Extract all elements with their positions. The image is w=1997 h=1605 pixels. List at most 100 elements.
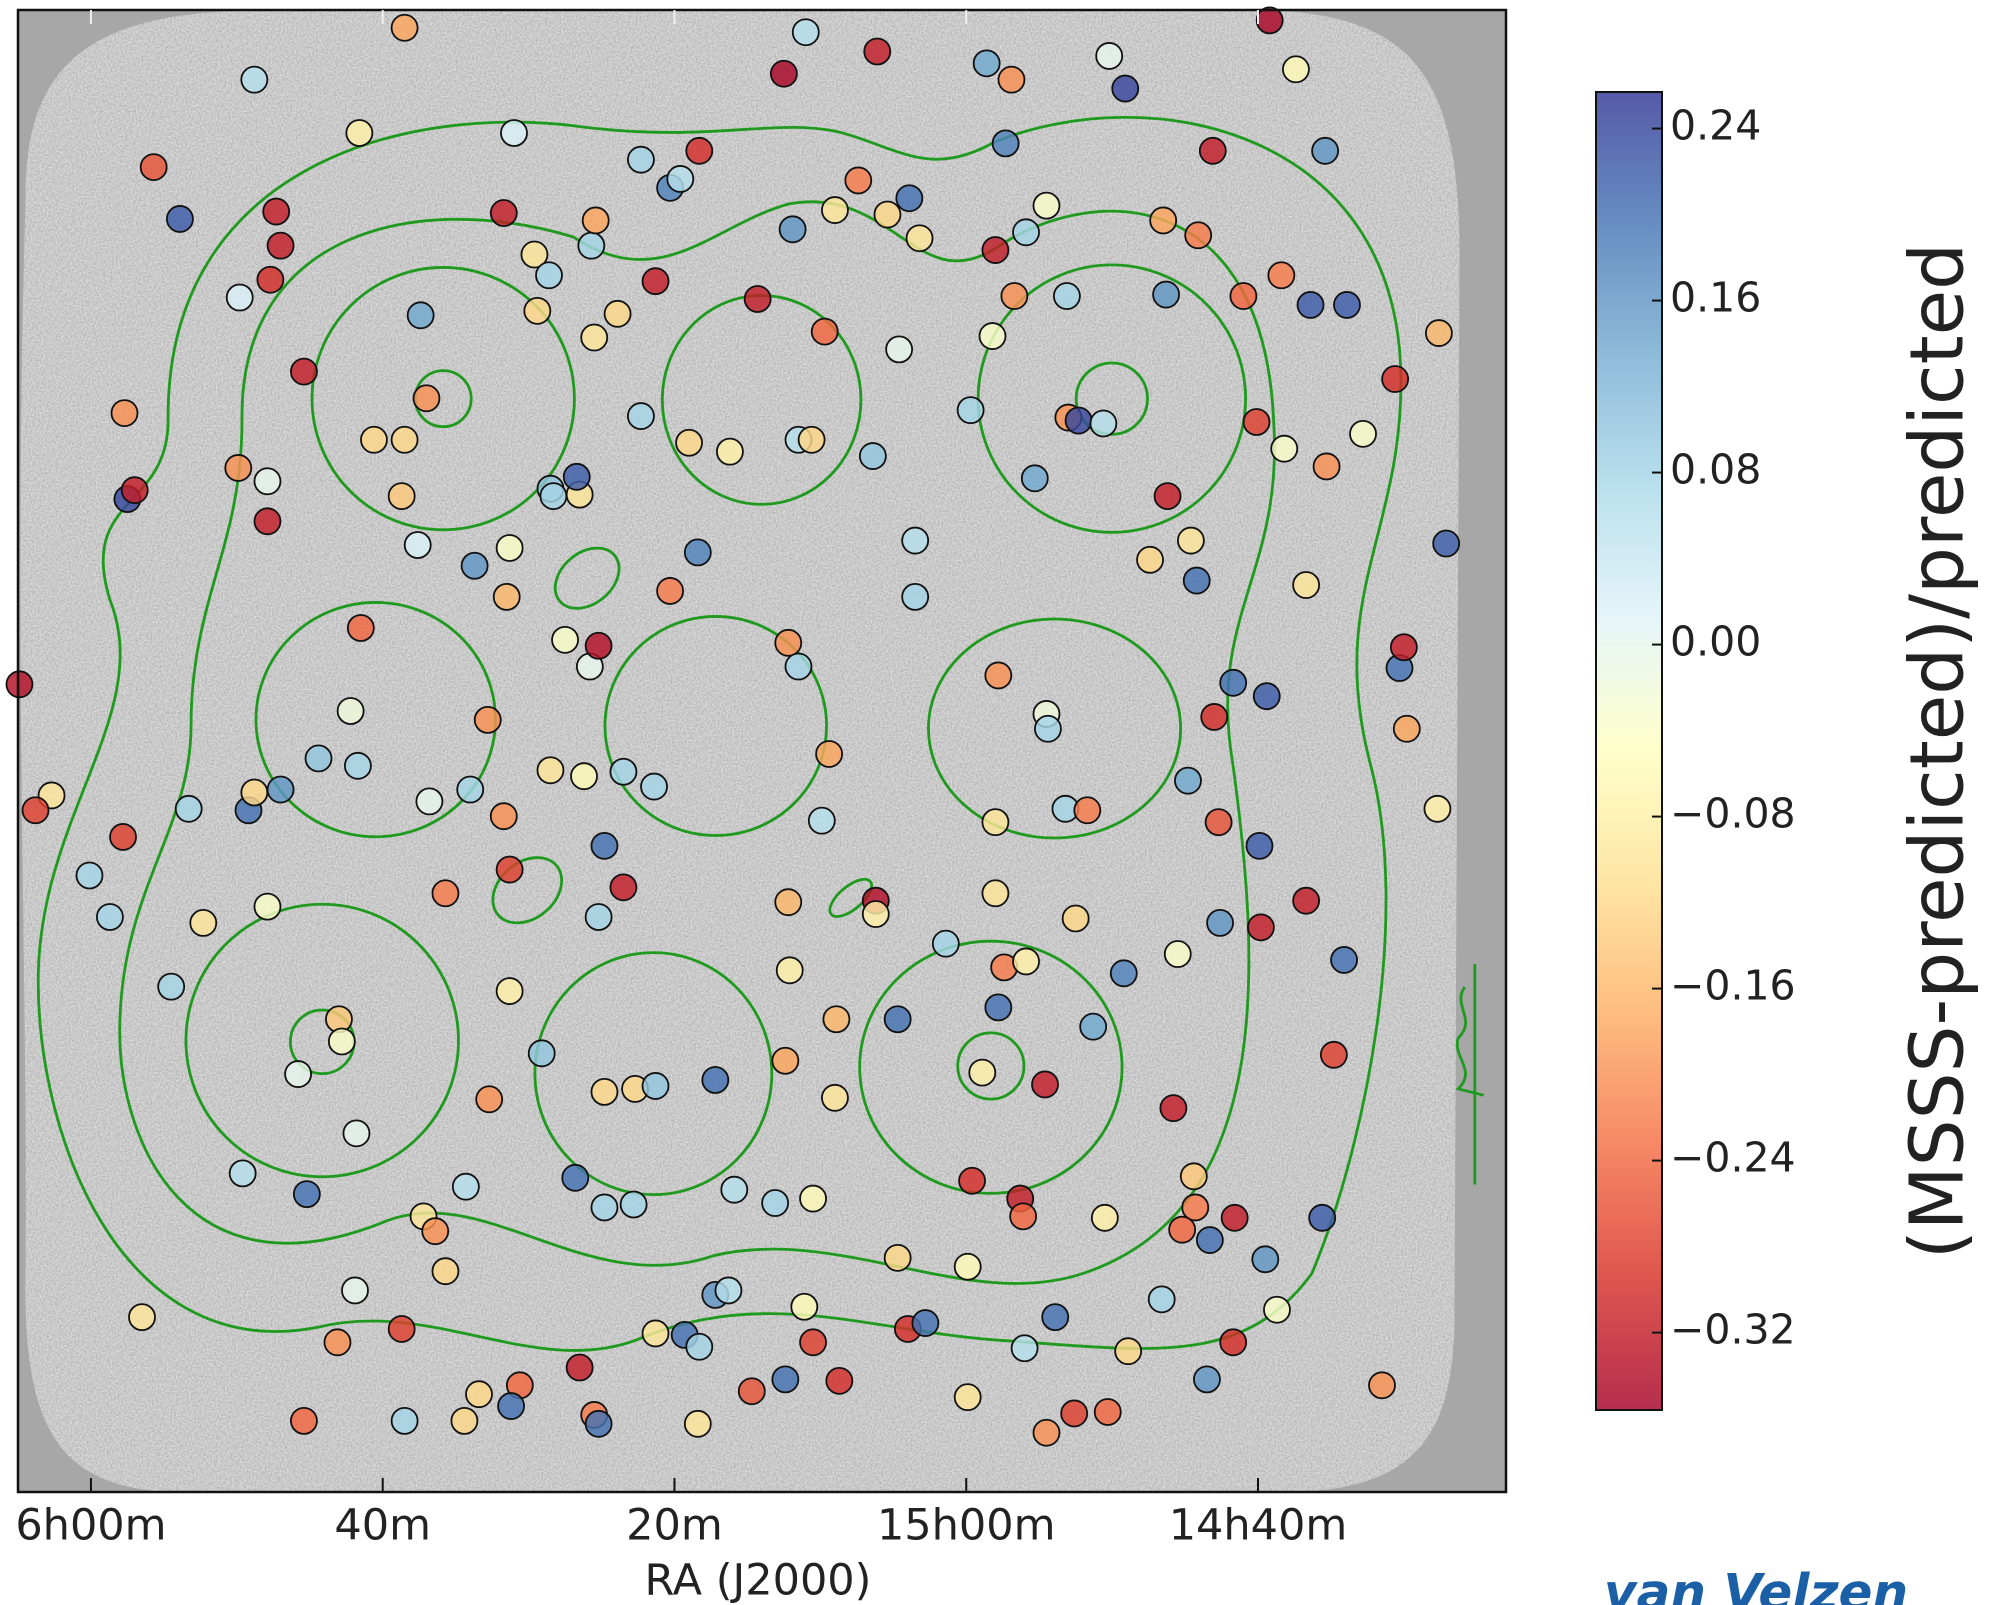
point bbox=[415, 787, 444, 816]
point bbox=[253, 507, 282, 536]
point bbox=[1311, 136, 1340, 165]
point bbox=[1219, 668, 1248, 697]
point bbox=[551, 625, 579, 654]
point bbox=[451, 1172, 480, 1201]
point bbox=[873, 200, 902, 229]
point bbox=[720, 1175, 749, 1204]
point bbox=[109, 823, 137, 851]
contour-ring bbox=[184, 902, 460, 1179]
map-background bbox=[18, 10, 1506, 1492]
x-tick-label: 6h00m bbox=[15, 1501, 166, 1551]
point bbox=[539, 482, 568, 510]
point bbox=[1247, 913, 1275, 942]
point bbox=[460, 551, 489, 580]
point bbox=[492, 582, 521, 611]
point bbox=[640, 772, 668, 801]
point bbox=[1095, 42, 1124, 70]
point bbox=[815, 740, 844, 768]
point bbox=[778, 215, 807, 244]
point bbox=[1392, 714, 1421, 743]
point bbox=[858, 442, 887, 470]
point bbox=[489, 199, 518, 227]
coverage-contours bbox=[36, 115, 1485, 1352]
point bbox=[743, 285, 772, 313]
point bbox=[641, 1072, 670, 1100]
point bbox=[495, 855, 524, 884]
point bbox=[953, 1383, 982, 1412]
point bbox=[421, 1217, 450, 1246]
point bbox=[139, 153, 168, 181]
point bbox=[1200, 703, 1229, 731]
point bbox=[911, 1309, 940, 1337]
point bbox=[774, 888, 803, 917]
point bbox=[885, 335, 914, 364]
point bbox=[981, 879, 1010, 908]
point bbox=[1251, 1245, 1280, 1274]
point bbox=[683, 538, 712, 567]
point bbox=[981, 236, 1010, 264]
colorbar-tick-label: −0.08 bbox=[1670, 790, 1796, 838]
point bbox=[931, 929, 960, 958]
point bbox=[1229, 282, 1258, 310]
point bbox=[21, 796, 50, 825]
point bbox=[1381, 365, 1410, 393]
point bbox=[822, 1005, 851, 1034]
point bbox=[609, 757, 638, 786]
point bbox=[465, 1380, 493, 1409]
point bbox=[536, 756, 565, 785]
point bbox=[675, 428, 703, 457]
colorbar bbox=[1595, 91, 1663, 1411]
point bbox=[844, 166, 873, 195]
point bbox=[1153, 482, 1182, 510]
point bbox=[535, 261, 563, 290]
point bbox=[590, 1193, 619, 1222]
point bbox=[1032, 191, 1061, 220]
point bbox=[895, 184, 924, 213]
point bbox=[1109, 959, 1138, 988]
contour-ring bbox=[553, 546, 621, 610]
point bbox=[431, 1257, 460, 1286]
point bbox=[590, 1077, 619, 1106]
point bbox=[390, 425, 419, 454]
point bbox=[799, 1328, 827, 1357]
point bbox=[1255, 6, 1284, 35]
point bbox=[883, 1005, 912, 1034]
point bbox=[797, 425, 826, 454]
point bbox=[1168, 1215, 1197, 1244]
x-tick-label: 40m bbox=[334, 1501, 431, 1551]
point bbox=[641, 1319, 670, 1348]
point bbox=[821, 196, 849, 224]
point bbox=[1163, 940, 1192, 968]
point bbox=[224, 454, 253, 482]
point bbox=[1389, 633, 1418, 662]
colorbar-tick-label: −0.32 bbox=[1670, 1306, 1796, 1354]
point bbox=[1330, 946, 1358, 974]
point bbox=[1270, 434, 1299, 463]
point bbox=[110, 399, 139, 428]
point bbox=[360, 425, 388, 454]
point bbox=[1333, 291, 1361, 319]
contour-ring bbox=[603, 615, 828, 837]
point bbox=[825, 1366, 854, 1395]
contour-outer bbox=[36, 115, 1403, 1352]
point bbox=[1220, 1203, 1249, 1232]
point bbox=[290, 357, 318, 386]
point bbox=[500, 119, 528, 147]
point bbox=[1263, 1295, 1291, 1324]
point bbox=[1090, 1203, 1119, 1232]
point bbox=[790, 1292, 819, 1321]
colorbar-tick-label: −0.16 bbox=[1670, 962, 1796, 1010]
point bbox=[991, 129, 1020, 158]
point bbox=[1149, 206, 1178, 235]
point bbox=[821, 1083, 849, 1112]
contour-ring bbox=[828, 877, 874, 918]
point bbox=[666, 165, 695, 193]
point bbox=[1041, 1303, 1070, 1332]
point bbox=[1159, 1094, 1188, 1123]
point bbox=[75, 861, 104, 890]
point bbox=[96, 903, 124, 931]
point bbox=[1010, 1334, 1039, 1363]
point bbox=[262, 197, 291, 226]
